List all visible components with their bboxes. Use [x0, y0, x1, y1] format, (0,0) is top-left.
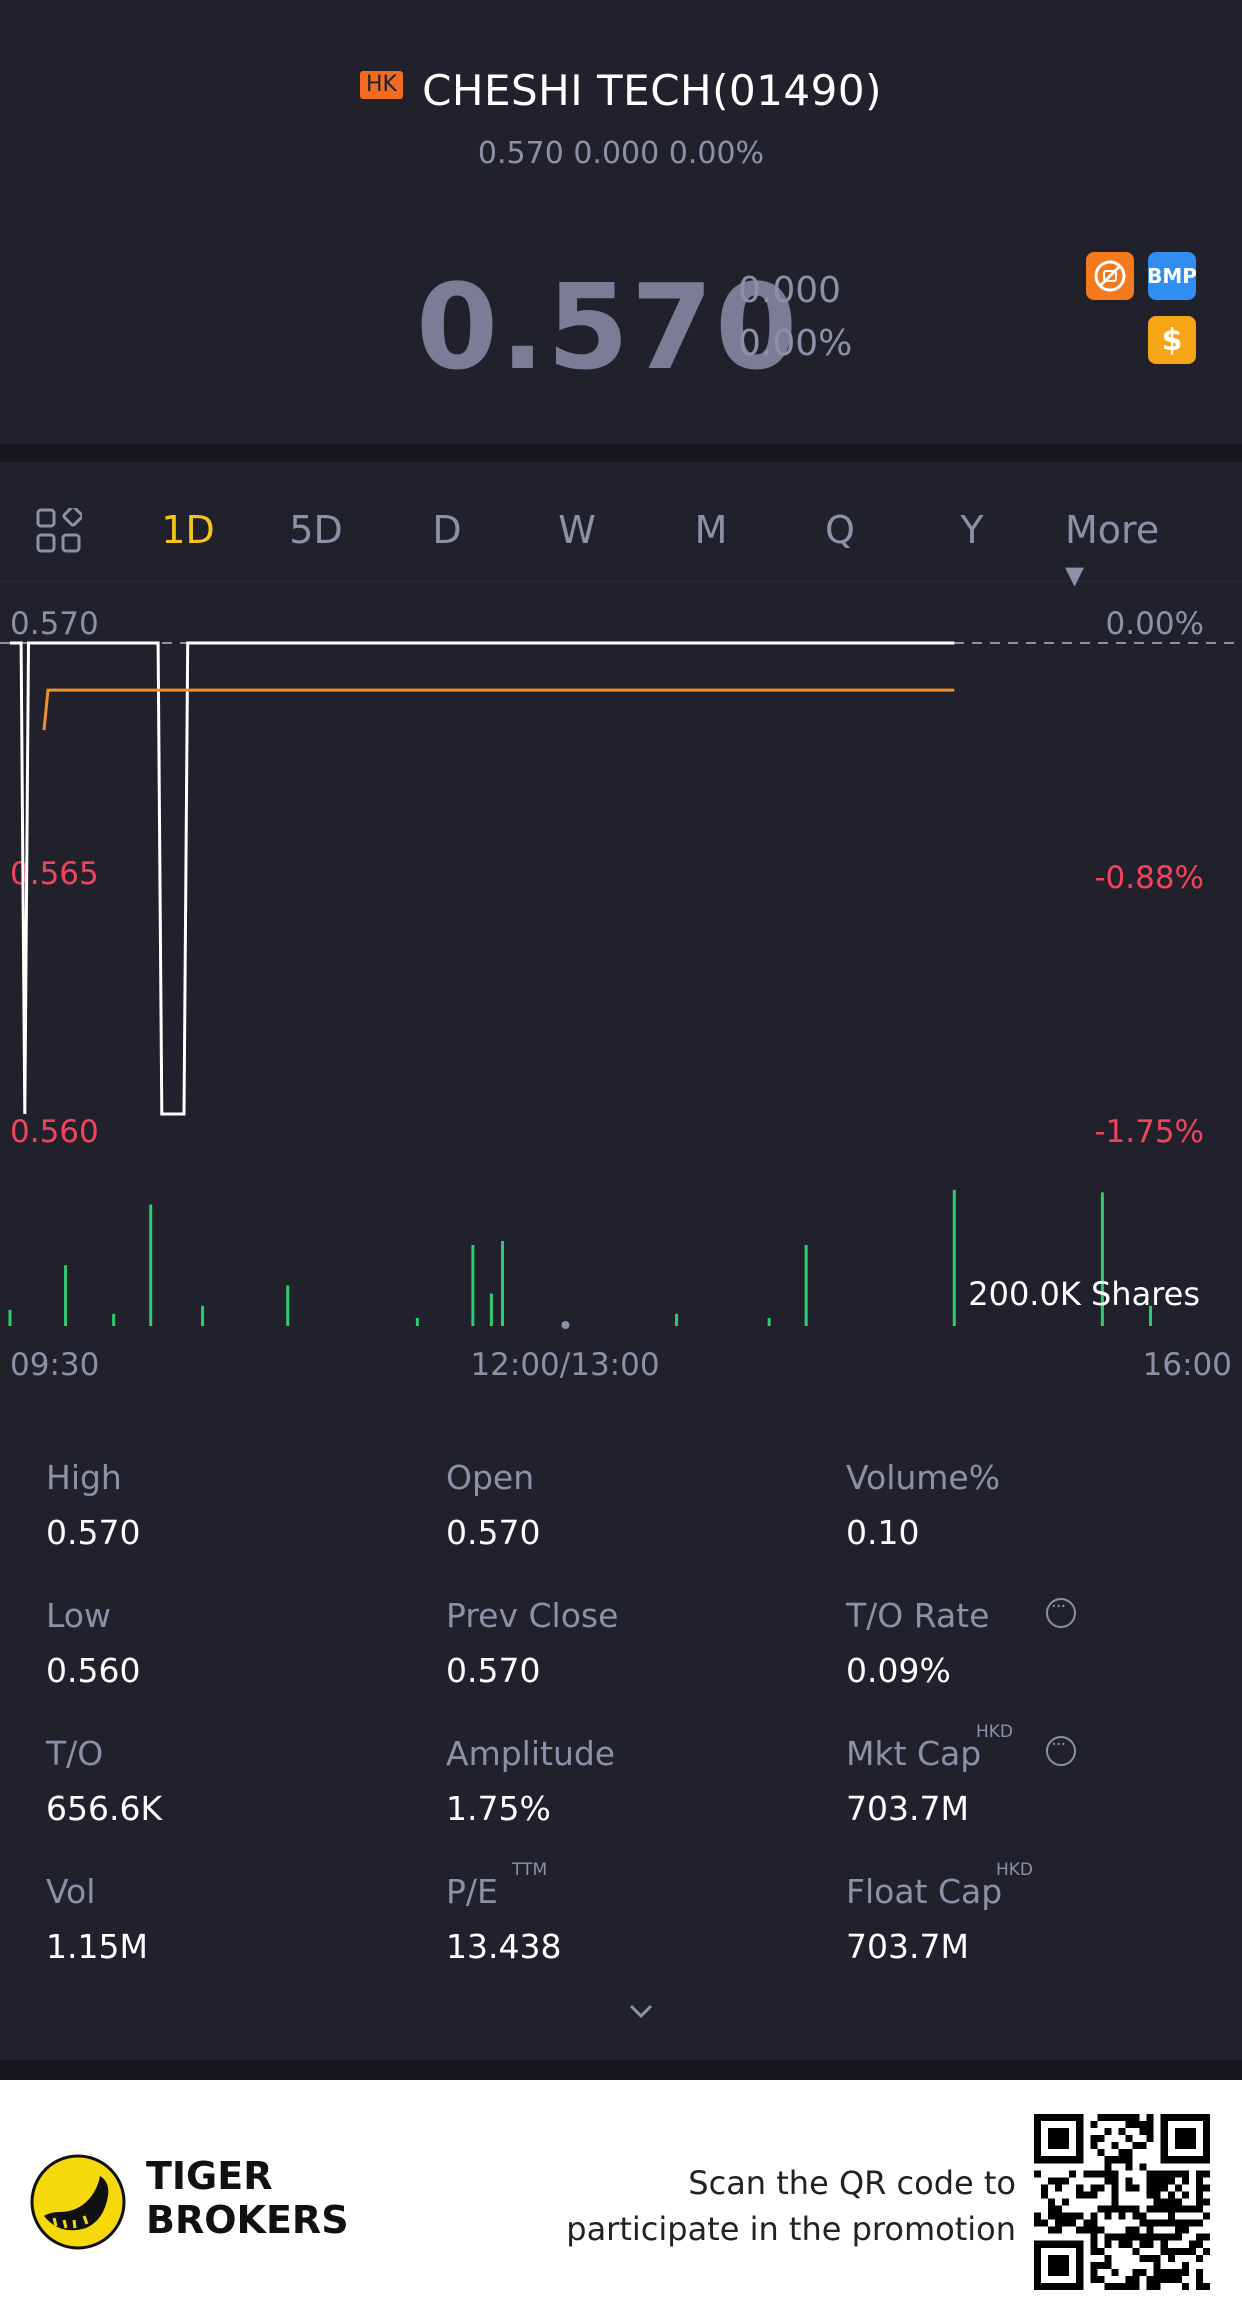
volume-scale-label: 200.0K Shares: [968, 1275, 1200, 1313]
stat-unit-label: HKD: [996, 1860, 1034, 1880]
x-axis-label: 09:30: [10, 1347, 99, 1383]
stat-value: 703.7M: [846, 1927, 969, 1966]
stat-value: 1.15M: [46, 1927, 148, 1966]
y-right-label: -0.88%: [1094, 860, 1204, 896]
last-price: 0.570: [416, 258, 800, 396]
stat-value: 1.75%: [446, 1789, 551, 1828]
brand-line: BROKERS: [146, 2198, 349, 2242]
market-badge: HK: [360, 70, 403, 99]
quote-header: HK CHESHI TECH(01490) 0.570 0.000 0.00% …: [0, 0, 1242, 444]
dollar-icon[interactable]: $: [1148, 316, 1196, 364]
grid-icon[interactable]: [36, 508, 82, 554]
y-left-label: 0.560: [10, 1114, 99, 1150]
tab-5d[interactable]: 5D: [289, 508, 343, 552]
no-trade-icon[interactable]: [1086, 252, 1134, 300]
brand-line: TIGER: [146, 2154, 273, 2198]
x-axis-label: 16:00: [1143, 1347, 1232, 1383]
stat-label: Open: [446, 1458, 535, 1497]
x-axis-label: 12:00/13:00: [470, 1347, 659, 1383]
stat-label: High: [46, 1458, 122, 1497]
stat-value: 0.570: [446, 1651, 541, 1690]
stats-grid: High 0.570 Open 0.570 Volume% 0.10 Low 0.560 Pre…: [0, 1440, 1242, 2040]
price-change-pct: 0.00%: [738, 323, 853, 364]
qr-code[interactable]: [1034, 2114, 1210, 2290]
period-tabs: 1D 5D D W M Q Y More ▾: [0, 462, 1242, 596]
stat-label: T/O: [46, 1734, 104, 1773]
intraday-chart[interactable]: 0.570 0.565 0.560 0.00% -0.88% -1.75% 20…: [0, 582, 1242, 1402]
session-break-marker: [561, 1321, 570, 1329]
stat-unit-label: HKD: [976, 1722, 1014, 1742]
sub-price: 0.570 0.000 0.00%: [477, 136, 765, 171]
stat-value: 13.438: [446, 1927, 562, 1966]
divider: [0, 444, 1242, 462]
tab-more[interactable]: More ▾: [1065, 508, 1160, 596]
stat-label: Float Cap: [846, 1872, 1003, 1911]
chevron-down-icon[interactable]: [628, 1998, 654, 2024]
divider: [0, 2060, 1242, 2080]
stat-value: 0.570: [46, 1513, 141, 1552]
stat-unit-label: TTM: [512, 1860, 548, 1880]
stock-title[interactable]: CHESHI TECH(01490): [422, 66, 882, 115]
bmp-badge-icon[interactable]: BMP: [1147, 252, 1197, 300]
stat-value: 0.09%: [846, 1651, 951, 1690]
stat-value: 0.560: [46, 1651, 141, 1690]
stat-label: T/O Rate: [846, 1596, 990, 1635]
price-change: 0.000: [738, 270, 842, 311]
promo-text: Scan the QR code to participate in the p…: [566, 2160, 1016, 2252]
stat-label: Low: [46, 1596, 111, 1635]
stat-label: Prev Close: [446, 1596, 619, 1635]
price-line: [10, 641, 955, 1116]
stat-value: 703.7M: [846, 1789, 969, 1828]
tab-1d[interactable]: 1D: [161, 508, 215, 552]
tab-q[interactable]: Q: [825, 508, 855, 552]
tab-m[interactable]: M: [694, 508, 728, 552]
promo-footer: TIGER BROKERS Scan the QR code to partic…: [0, 2080, 1242, 2321]
y-left-label: 0.565: [10, 856, 99, 892]
stat-label: Volume%: [846, 1458, 1001, 1497]
avg-price-line: [42, 688, 955, 731]
tab-y[interactable]: Y: [960, 508, 984, 552]
stat-label: P/E: [446, 1872, 498, 1911]
stat-label: Amplitude: [446, 1734, 616, 1773]
y-right-label: -1.75%: [1094, 1114, 1204, 1150]
tiger-brokers-logo: [30, 2154, 126, 2250]
stat-value: 0.10: [846, 1513, 920, 1552]
y-left-label: 0.570: [10, 606, 99, 642]
more-info-icon[interactable]: [1046, 1734, 1076, 1766]
stat-value: 0.570: [446, 1513, 541, 1552]
y-right-label: 0.00%: [1106, 606, 1204, 642]
stat-label: Mkt Cap: [846, 1734, 982, 1773]
tab-w[interactable]: W: [558, 508, 596, 552]
brand-name: TIGER BROKERS: [146, 2154, 349, 2242]
stat-label: Vol: [46, 1872, 96, 1911]
stat-value: 656.6K: [46, 1789, 163, 1828]
promo-line: participate in the promotion: [566, 2210, 1016, 2248]
title-row: HK CHESHI TECH(01490): [0, 66, 1242, 115]
promo-line: Scan the QR code to: [688, 2164, 1016, 2202]
tab-d[interactable]: D: [432, 508, 462, 552]
more-info-icon[interactable]: [1046, 1596, 1076, 1628]
